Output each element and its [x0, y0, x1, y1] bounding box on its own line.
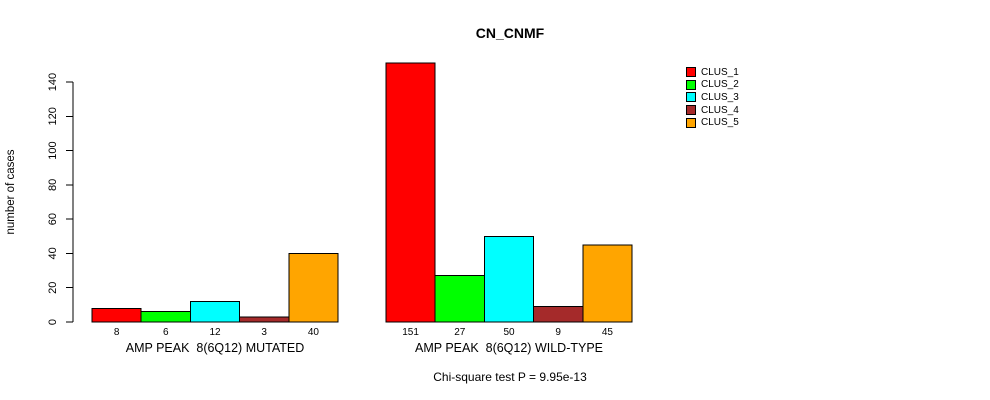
- bar-value-label: 151: [402, 327, 419, 338]
- legend-label: CLUS_1: [701, 66, 739, 78]
- bar-clus_5-group2: [582, 244, 633, 323]
- y-axis-label: number of cases: [5, 149, 17, 234]
- bar-value-label: 3: [261, 327, 267, 338]
- y-tick-label: 100: [47, 141, 59, 159]
- bar-clus_1-group2: [385, 62, 436, 323]
- y-tick-label: 80: [47, 179, 59, 191]
- bar-value-label: 45: [602, 327, 614, 338]
- bar-clus_4-group2: [533, 306, 584, 323]
- y-tick-label: 0: [47, 319, 59, 325]
- bar-value-label: 50: [503, 327, 515, 338]
- group-label: AMP PEAK 8(6Q12) MUTATED: [126, 341, 305, 355]
- bar-clus_5-group1: [288, 252, 339, 323]
- y-tick-label: 120: [47, 107, 59, 125]
- legend-label: CLUS_5: [701, 117, 739, 129]
- legend-color-swatch: [686, 79, 696, 90]
- legend-color-swatch: [686, 67, 696, 78]
- bar-value-label: 6: [163, 327, 169, 338]
- legend-item-clus_1: CLUS_1: [686, 66, 739, 79]
- bar-clus_4-group1: [239, 316, 290, 323]
- bar-clus_1-group1: [91, 307, 142, 323]
- legend-item-clus_3: CLUS_3: [686, 91, 739, 104]
- legend-label: CLUS_2: [701, 79, 739, 91]
- legend-label: CLUS_3: [701, 91, 739, 103]
- legend-item-clus_4: CLUS_4: [686, 104, 739, 117]
- legend-color-swatch: [686, 105, 696, 116]
- bar-value-label: 27: [454, 327, 466, 338]
- y-tick-label: 140: [47, 73, 59, 91]
- bar-clus_2-group2: [434, 275, 485, 323]
- legend-item-clus_2: CLUS_2: [686, 79, 739, 92]
- bar-value-label: 12: [209, 327, 221, 338]
- y-tick-label: 60: [47, 213, 59, 225]
- bar-clus_3-group2: [483, 235, 535, 323]
- bar-value-label: 40: [308, 327, 320, 338]
- legend-item-clus_5: CLUS_5: [686, 116, 739, 129]
- bar-value-label: 8: [114, 327, 120, 338]
- chi-square-annotation: Chi-square test P = 9.95e-13: [433, 370, 587, 384]
- bar-clus_3-group1: [189, 300, 241, 323]
- bar-clus_2-group1: [140, 311, 191, 323]
- legend-color-swatch: [686, 92, 696, 103]
- bar-value-label: 9: [555, 327, 561, 338]
- y-tick-label: 20: [47, 282, 59, 294]
- legend-color-swatch: [686, 117, 696, 128]
- legend-label: CLUS_4: [701, 104, 739, 116]
- legend: CLUS_1 CLUS_2 CLUS_3 CLUS_4 CLUS_5: [686, 66, 739, 129]
- y-tick-label: 40: [47, 247, 59, 259]
- group-label: AMP PEAK 8(6Q12) WILD-TYPE: [415, 341, 603, 355]
- chart-title: CN_CNMF: [475, 25, 545, 41]
